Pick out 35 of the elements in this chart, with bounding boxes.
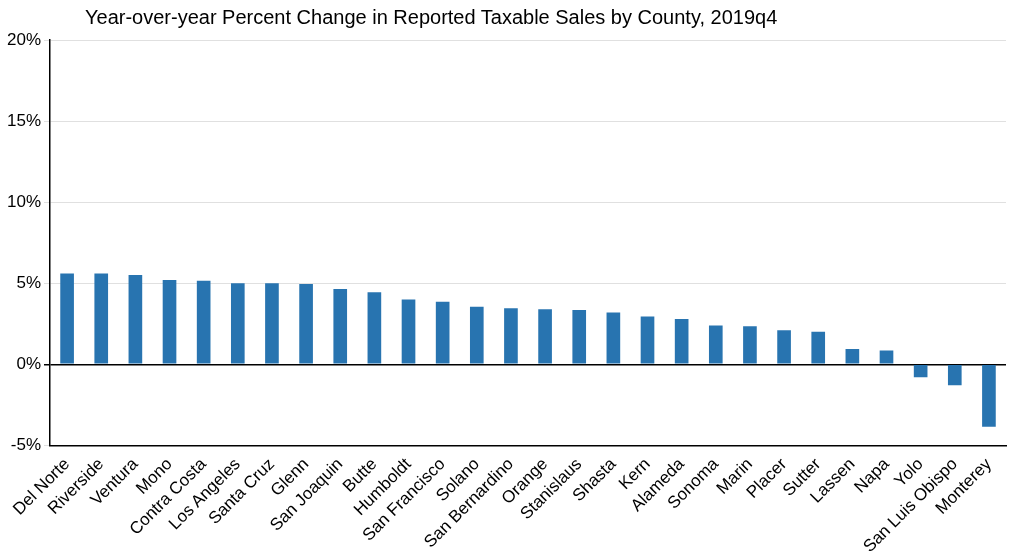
bar (469, 306, 484, 364)
bar (162, 279, 177, 364)
bar (504, 308, 518, 364)
bar (299, 284, 313, 364)
bar (640, 316, 655, 364)
bar (606, 312, 621, 364)
bar (743, 326, 757, 364)
bar (913, 365, 928, 378)
bar (230, 283, 245, 364)
bar (60, 273, 74, 364)
bar (538, 309, 552, 364)
bar (708, 325, 723, 364)
y-tick-label: 0% (16, 353, 42, 373)
bar (811, 331, 826, 364)
bar (674, 318, 689, 364)
bar (879, 350, 894, 364)
bar (982, 365, 996, 427)
bar (401, 299, 416, 364)
bar (265, 283, 279, 364)
bar (128, 275, 143, 364)
bar (94, 273, 109, 364)
bar (845, 348, 860, 364)
y-tick-label: 15% (6, 110, 42, 130)
bar (333, 288, 348, 364)
chart-title: Year-over-year Percent Change in Reported Taxable Sales by County, 2019q4 (85, 6, 778, 29)
bar (777, 330, 791, 364)
bar (435, 301, 450, 364)
y-tick-label: 20% (6, 29, 42, 49)
bar (196, 280, 211, 364)
bar (367, 292, 382, 364)
y-tick-label: 10% (6, 191, 42, 211)
bar (947, 365, 962, 386)
y-tick-label: 5% (16, 272, 42, 292)
y-tick-label: -5% (10, 435, 42, 455)
bar (572, 309, 587, 364)
